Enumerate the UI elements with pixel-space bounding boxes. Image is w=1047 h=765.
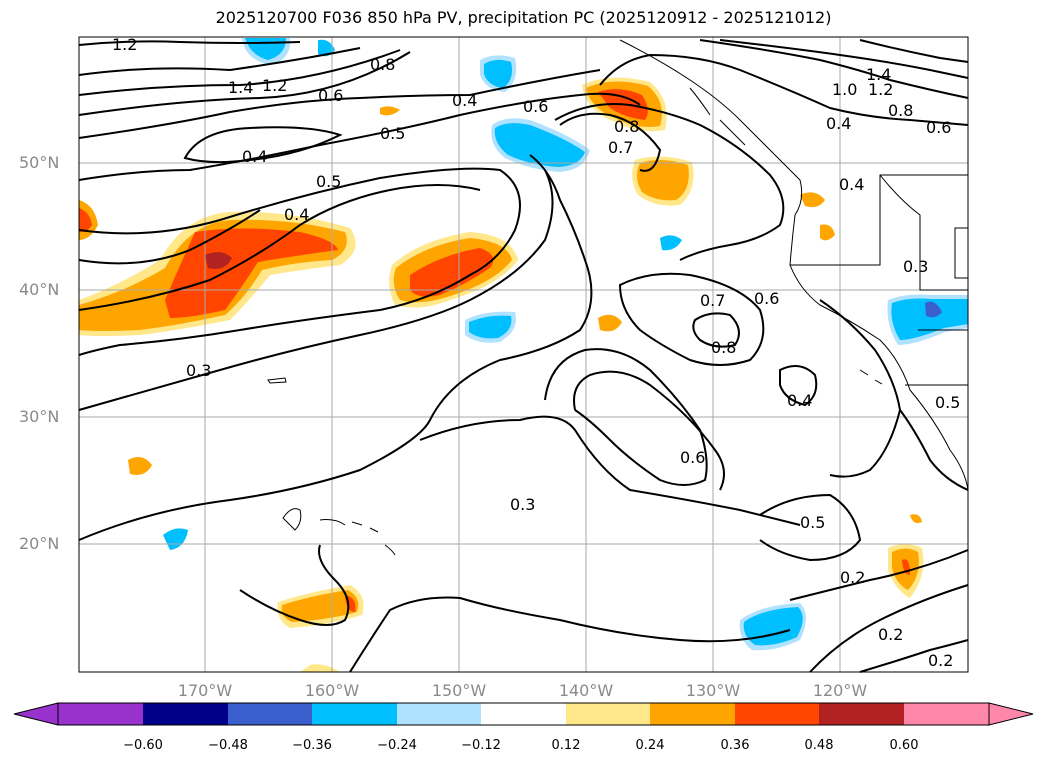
lon-label: 120°W <box>812 681 868 700</box>
contour-label: 0.4 <box>839 175 864 194</box>
lon-label: 150°W <box>431 681 487 700</box>
contour-label: 0.5 <box>316 172 341 191</box>
contour-label: 0.3 <box>903 257 928 276</box>
lat-label: 20°N <box>19 534 60 553</box>
colorbar-segment <box>143 703 228 725</box>
contour-label: 0.5 <box>935 393 960 412</box>
colorbar-segment <box>819 703 904 725</box>
lat-label: 50°N <box>19 153 60 172</box>
contour-label: 0.4 <box>826 114 851 133</box>
colorbar-segment <box>312 703 397 725</box>
contour-label: 1.0 <box>832 80 857 99</box>
colorbar-segment <box>566 703 650 725</box>
contour-label: 0.8 <box>888 101 913 120</box>
colorbar-segment <box>58 703 143 725</box>
lon-label: 160°W <box>304 681 360 700</box>
lat-label: 40°N <box>19 280 60 299</box>
contour-label: 0.8 <box>711 338 736 357</box>
colorbar-tick-label: −0.12 <box>461 738 501 753</box>
colorbar-tick-label: 0.60 <box>889 738 919 753</box>
contour-label: 1.2 <box>112 35 137 54</box>
coastlines <box>267 39 969 556</box>
lon-label: 140°W <box>558 681 614 700</box>
contour-label: 1.4 <box>228 78 253 97</box>
colorbar-frame <box>57 702 990 726</box>
contour-label: 0.6 <box>318 86 343 105</box>
contour-label: 0.3 <box>186 361 211 380</box>
colorbar-segment <box>481 703 566 725</box>
contour-label: 0.5 <box>800 513 825 532</box>
colorbar-tick-label: −0.36 <box>292 738 332 753</box>
colorbar-segment <box>735 703 819 725</box>
contour-label: 0.2 <box>840 568 865 587</box>
contour-label: 0.6 <box>523 97 548 116</box>
contour-label: 0.2 <box>928 651 953 670</box>
colorbar-tick-label: −0.24 <box>377 738 417 753</box>
colorbar-tick-label: 0.12 <box>551 738 581 753</box>
colorbar-tick-label: −0.48 <box>208 738 248 753</box>
colorbar-segment <box>397 703 481 725</box>
contour-label: 1.2 <box>262 76 287 95</box>
colorbar-tick-label: 0.36 <box>720 738 750 753</box>
colorbar <box>13 702 1034 726</box>
map-title: 2025120700 F036 850 hPa PV, precipitatio… <box>215 8 832 27</box>
lat-label: 30°N <box>19 407 60 426</box>
lon-label: 130°W <box>685 681 741 700</box>
colorbar-tick-label: 0.24 <box>635 738 665 753</box>
colorbar-segment <box>904 703 989 725</box>
contour-label: 0.8 <box>614 117 639 136</box>
contour-label: 1.2 <box>868 80 893 99</box>
contour-label: 0.8 <box>370 55 395 74</box>
contour-label: 1.4 <box>866 65 891 84</box>
colorbar-extend-max <box>988 702 1034 726</box>
colorbar-extend-min <box>13 702 59 726</box>
lon-label: 170°W <box>177 681 233 700</box>
contour-label: 0.6 <box>754 289 779 308</box>
precipitation-shading <box>79 38 968 672</box>
contour-label: 0.7 <box>700 291 725 310</box>
pv-contours <box>78 39 969 673</box>
colorbar-tick-label: 0.48 <box>804 738 834 753</box>
map-frame <box>78 36 969 673</box>
colorbar-tick-label: −0.60 <box>123 738 163 753</box>
contour-label: 0.3 <box>510 495 535 514</box>
contour-label: 0.4 <box>242 147 267 166</box>
contour-label: 0.4 <box>284 205 309 224</box>
colorbar-segment <box>228 703 312 725</box>
graticule <box>79 37 968 672</box>
contour-label: 0.6 <box>680 448 705 467</box>
contour-label: 0.2 <box>878 625 903 644</box>
colorbar-segment <box>650 703 735 725</box>
contour-label: 0.7 <box>608 138 633 157</box>
contour-label: 0.4 <box>452 91 477 110</box>
contour-label: 0.5 <box>380 124 405 143</box>
contour-labels: 1.2 1.4 1.2 0.6 0.8 0.4 0.5 0.4 0.5 0.4 … <box>112 35 960 670</box>
contour-label: 0.4 <box>787 391 812 410</box>
contour-label: 0.6 <box>926 118 951 137</box>
